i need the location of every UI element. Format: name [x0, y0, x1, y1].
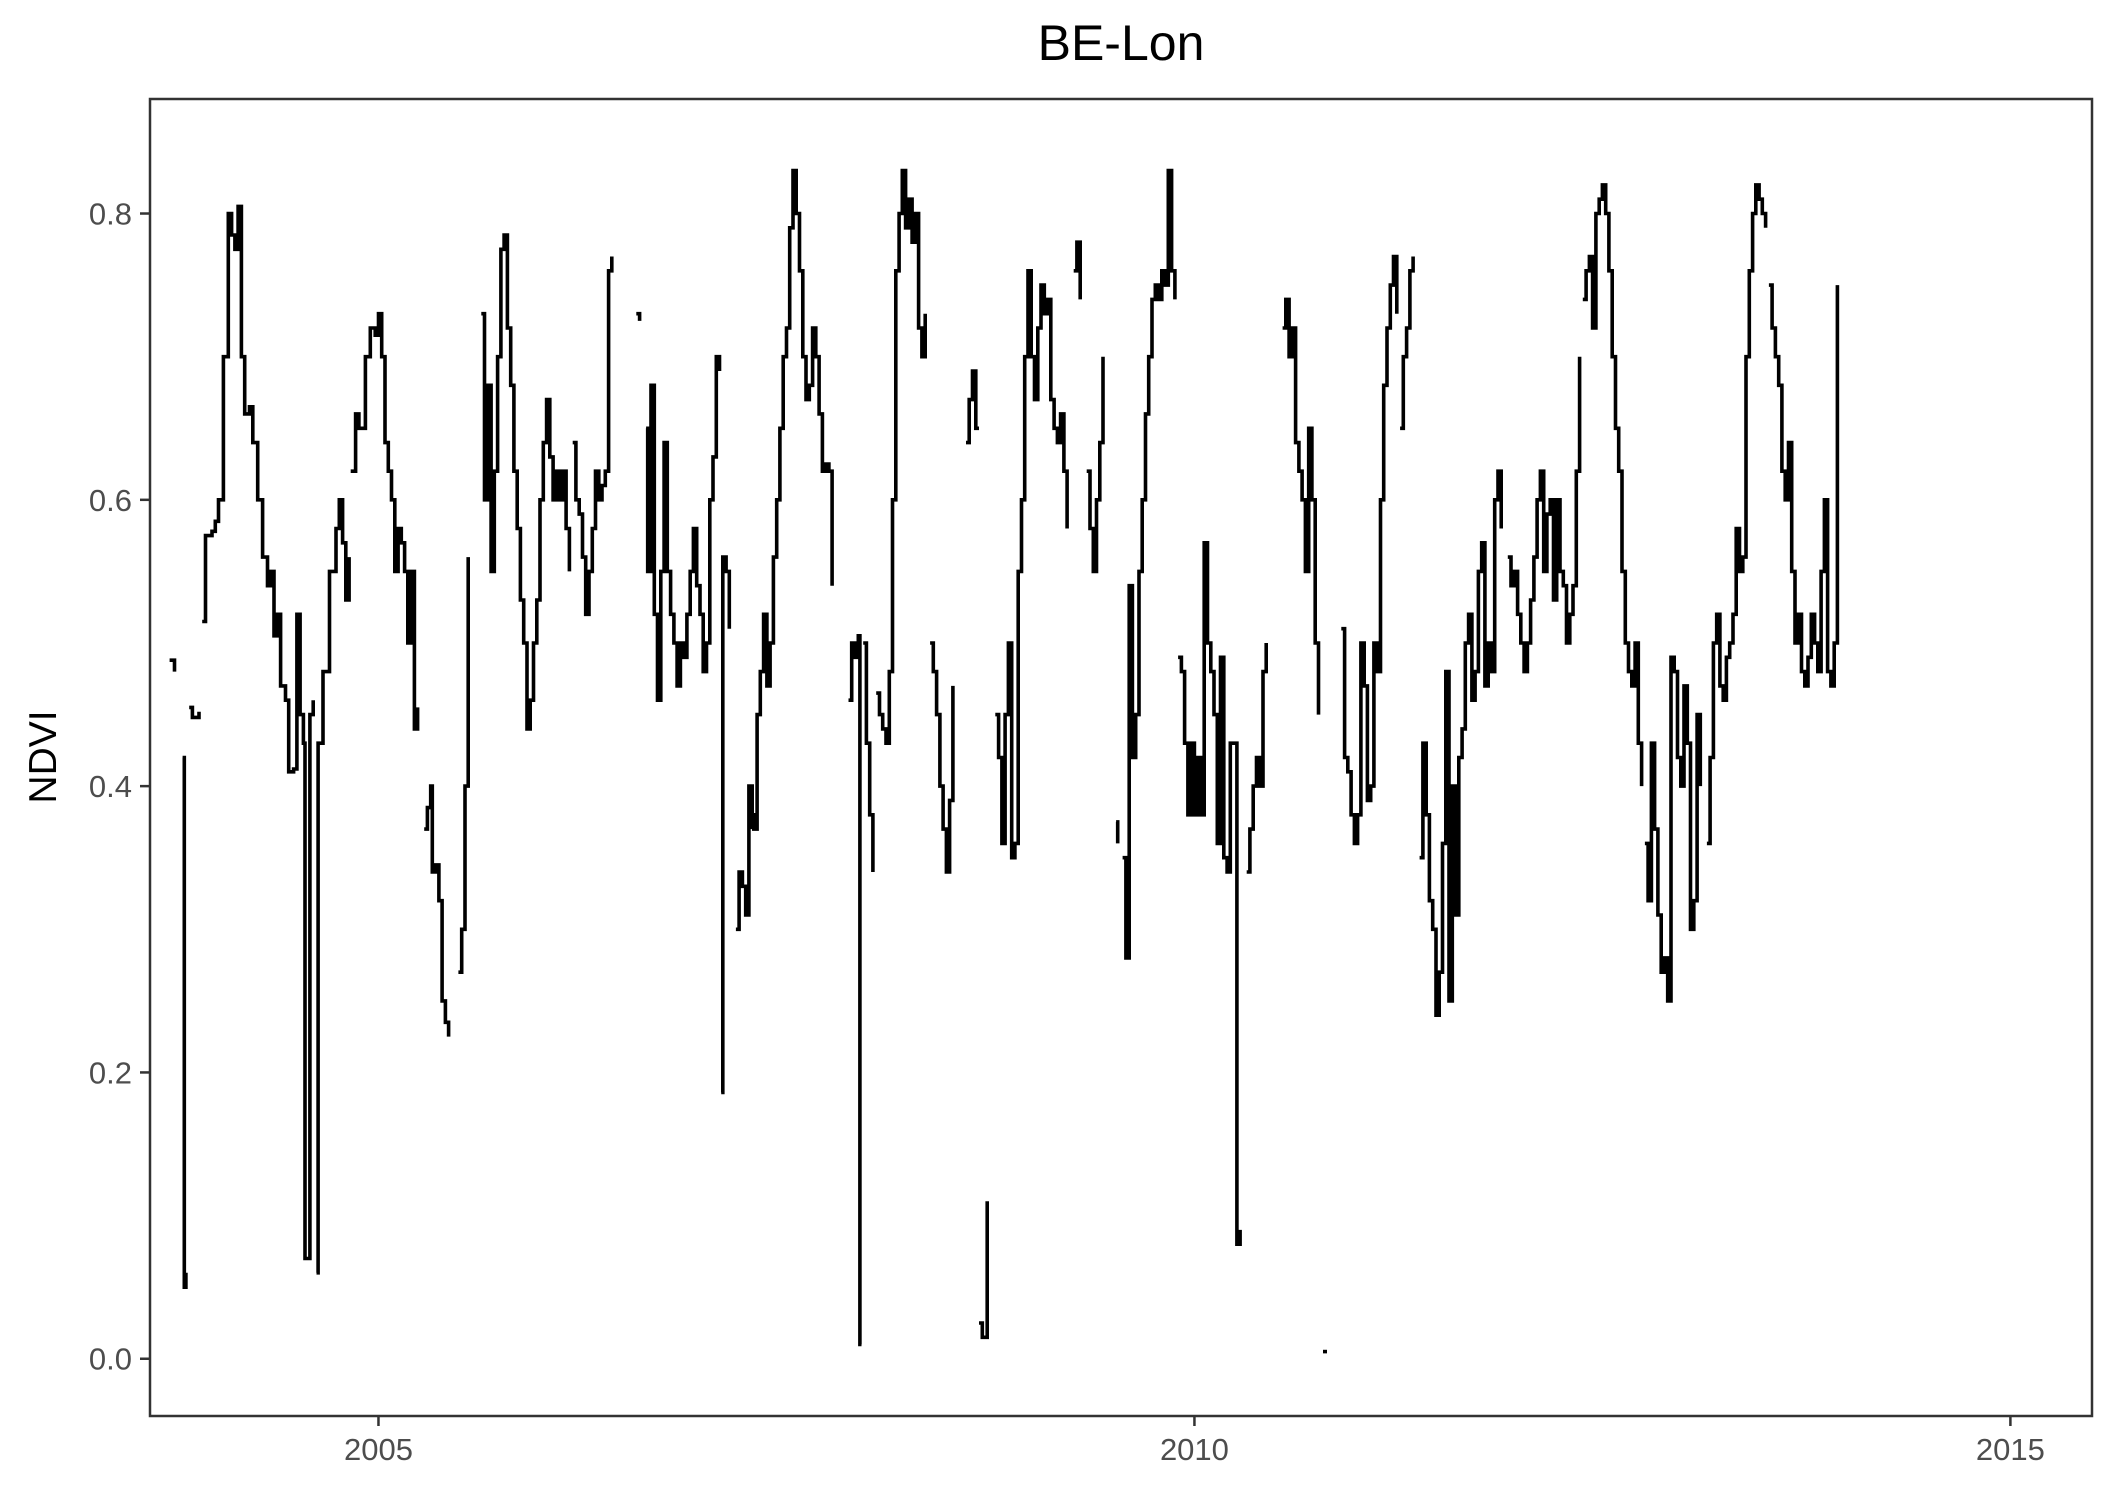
ndvi-series-segment [930, 641, 955, 874]
ndvi-series-segment [458, 557, 470, 974]
ndvi-series-segment [350, 311, 420, 731]
ndvi-series-segment [316, 498, 351, 1275]
plot-panel [148, 97, 2094, 1418]
ndvi-series-segment [189, 705, 201, 720]
ndvi-series-segment [169, 658, 177, 672]
ndvi-series-segment [1400, 256, 1415, 431]
y-tick-label: 0.4 [89, 769, 132, 804]
ndvi-series-segment [721, 555, 732, 1095]
ndvi-series-segment [1073, 240, 1082, 300]
ndvi-series-segment [1768, 283, 1840, 688]
ndvi-series-segment [1246, 643, 1268, 874]
ndvi-series-segment [636, 311, 642, 321]
ndvi-series-segment [735, 784, 754, 932]
ndvi-series-segment [1507, 356, 1582, 674]
ndvi-series-segment [979, 1201, 989, 1340]
ndvi-series-segment [1582, 183, 1644, 787]
ndvi-series-segment [1178, 541, 1242, 1246]
ndvi-series-segment [572, 256, 614, 617]
ndvi-series-segment [1122, 168, 1177, 960]
ndvi-series-segment [1115, 820, 1120, 844]
ndvi-series-segment [1341, 254, 1399, 846]
ndvi-series-segment [1706, 183, 1768, 846]
ndvi-series-segment [645, 354, 722, 702]
y-tick-label: 0.6 [89, 483, 132, 518]
ndvi-series-segment [750, 168, 834, 831]
ndvi-series-segment [1644, 655, 1703, 1003]
ndvi-series-segment [424, 784, 451, 1037]
ndvi-series-segment [995, 269, 1069, 860]
ndvi-series-segment [182, 755, 188, 1289]
y-axis-title: NDVI [22, 710, 65, 803]
ndvi-series-segment [1419, 469, 1503, 1017]
ndvi-series-segment [876, 168, 927, 745]
ndvi-series-segment [202, 204, 315, 1261]
x-tick-label: 2010 [1160, 1432, 1229, 1467]
ndvi-series-segment [1282, 297, 1321, 715]
ndvi-series-segment [863, 641, 875, 872]
ndvi-series-segment [1086, 356, 1105, 574]
x-tick-label: 2015 [1976, 1432, 2045, 1467]
ndvi-series-segment [848, 634, 862, 1347]
ndvi-series-segment [966, 369, 979, 445]
chart-title: BE-Lon [1038, 15, 1205, 71]
y-tick-label: 0.8 [89, 197, 132, 232]
ndvi-series-segment [481, 233, 572, 731]
x-tick-label: 2005 [344, 1432, 413, 1467]
y-tick-label: 0.2 [89, 1055, 132, 1090]
y-axis: 0.0 0.2 0.4 0.6 0.8 [89, 197, 150, 1377]
x-axis: 2005 2010 2015 [344, 1416, 2045, 1467]
series-layer [169, 168, 1840, 1354]
y-tick-label: 0.0 [89, 1342, 132, 1377]
